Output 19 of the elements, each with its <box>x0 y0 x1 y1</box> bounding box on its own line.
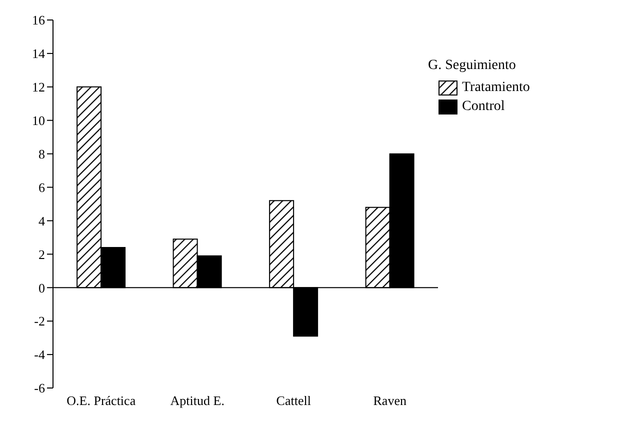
y-tick-label: 16 <box>32 12 46 28</box>
y-tick-label: -2 <box>34 314 45 329</box>
y-tick-label: 10 <box>32 112 45 128</box>
y-tick-label: 2 <box>38 246 45 262</box>
legend-title: G. Seguimiento <box>428 58 517 74</box>
y-tick-label: 14 <box>32 46 46 62</box>
x-tick-label: Aptitud E. <box>170 393 224 408</box>
y-tick-label: 4 <box>38 213 46 228</box>
legend-label: Control <box>462 99 505 115</box>
x-tick-label: O.E. Práctica <box>66 393 136 408</box>
y-tick-label: 6 <box>38 180 46 195</box>
y-tick-label: 12 <box>32 80 45 95</box>
y-tick-label: 0 <box>38 280 45 296</box>
y-tick-label: -6 <box>34 380 46 396</box>
legend-label: Tratamiento <box>462 80 530 96</box>
x-tick-label: Cattell <box>276 393 312 408</box>
x-tick-label: Raven <box>373 393 407 408</box>
y-tick-label: 8 <box>38 146 45 162</box>
y-tick-label: -4 <box>34 347 46 362</box>
